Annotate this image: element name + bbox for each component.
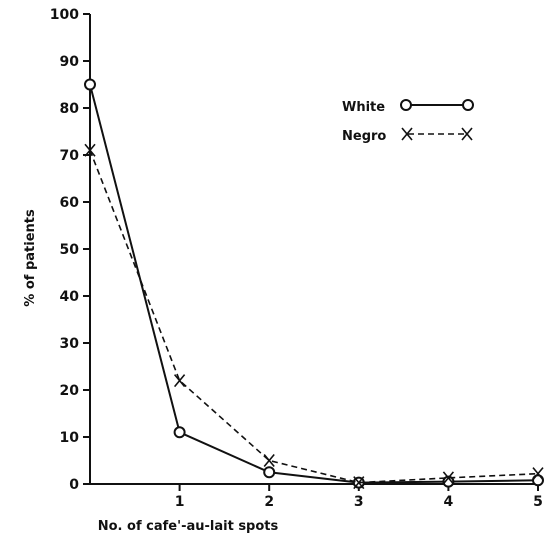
- y-tick-label: 0: [69, 477, 79, 493]
- y-tick-label: 70: [60, 148, 80, 164]
- series-layer: [84, 78, 544, 490]
- y-tick-label: 100: [50, 7, 79, 23]
- y-tick-label: 10: [60, 430, 80, 446]
- data-point-negro: [84, 143, 96, 157]
- y-axis-title: % of patients: [23, 209, 38, 307]
- legend-label-negro: Negro: [342, 129, 386, 144]
- data-point-negro: [442, 471, 455, 485]
- series-line-white: [89, 84, 539, 484]
- legend-marker-white-left: [400, 99, 412, 111]
- y-tick-label: 80: [60, 101, 80, 117]
- axes: [89, 14, 538, 485]
- legend-marker-negro-left: [401, 127, 413, 141]
- y-tick-label: 60: [60, 195, 80, 211]
- legend-marker-negro-right: [461, 127, 473, 141]
- legend-marker-white-right: [462, 99, 474, 111]
- x-tick-label: 5: [533, 494, 543, 510]
- x-axis-title: No. of cafe'-au-lait spots: [98, 519, 279, 534]
- x-tick-label: 1: [175, 494, 185, 510]
- data-point-negro: [263, 453, 275, 468]
- y-tick-label: 90: [60, 54, 80, 70]
- legend: White Negro: [342, 99, 474, 144]
- data-point-negro: [173, 374, 186, 388]
- y-tick-label: 50: [60, 242, 80, 258]
- data-point-white: [263, 466, 276, 479]
- data-point-white: [84, 78, 96, 91]
- data-point-negro: [353, 476, 365, 490]
- y-tick-label: 20: [60, 383, 80, 399]
- data-point-white: [173, 426, 186, 439]
- data-point-negro: [532, 467, 544, 481]
- x-tick-label: 4: [444, 494, 454, 510]
- ticks: 0 10 20 30 40 50 60 70 80 90 100 1 2 3 4 5: [50, 7, 543, 510]
- x-tick-label: 3: [354, 494, 364, 510]
- y-tick-label: 30: [60, 336, 80, 352]
- y-tick-label: 40: [60, 289, 80, 305]
- series-line-negro: [89, 150, 539, 484]
- x-tick-label: 2: [264, 494, 274, 510]
- legend-label-white: White: [342, 100, 385, 115]
